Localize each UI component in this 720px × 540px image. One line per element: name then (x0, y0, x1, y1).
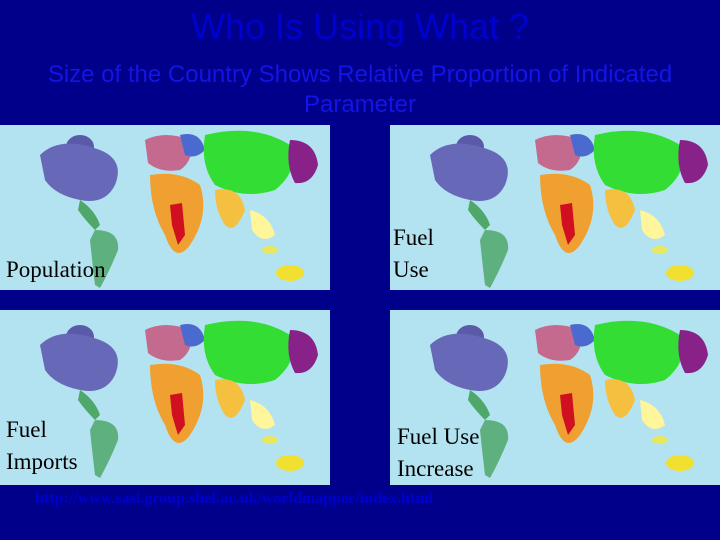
title: Who Is Using What ? (190, 6, 530, 47)
map-label: Population (6, 257, 106, 282)
world-shapes (430, 130, 708, 288)
source-url: http://www.sasi.group.shef.ac.uk/worldma… (35, 490, 433, 507)
map-fuel-use (390, 125, 720, 290)
map-label: Fuel Use (393, 225, 434, 282)
map-label: Fuel Use Increase (397, 424, 480, 481)
subtitle: Size of the Country Shows Relative Propo… (47, 61, 673, 118)
map-population (0, 125, 330, 290)
map-label: Fuel Imports (6, 417, 78, 474)
map-fuel-imports (0, 310, 330, 485)
map-fuel-increase (390, 310, 720, 485)
